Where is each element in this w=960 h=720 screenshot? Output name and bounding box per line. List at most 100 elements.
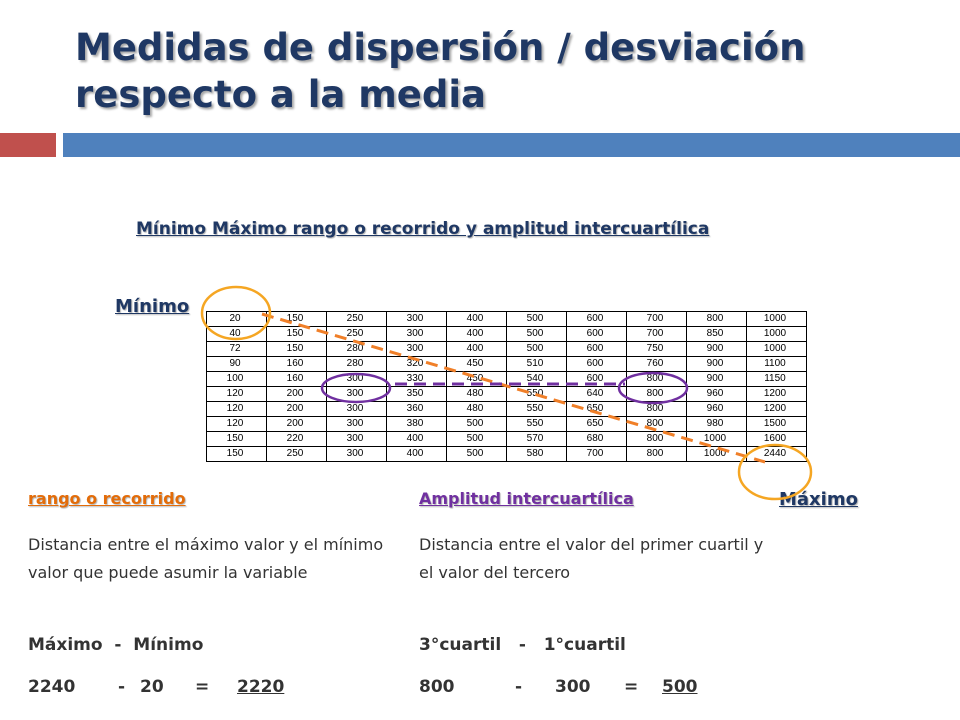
- table-cell: 1200: [746, 386, 807, 402]
- range-calc-equals: =: [195, 677, 210, 697]
- table-cell: 300: [386, 311, 447, 327]
- table-cell: 800: [686, 311, 747, 327]
- table-cell: 900: [686, 371, 747, 387]
- table-cell: 300: [386, 326, 447, 342]
- table-row: 20 150 250 300 400 500 600 700 800 1000: [206, 311, 807, 327]
- table-cell: 350: [386, 386, 447, 402]
- table-cell: 600: [566, 341, 627, 357]
- table-cell: 1200: [746, 401, 807, 417]
- table-cell: 90: [206, 356, 267, 372]
- table-cell: 500: [446, 446, 507, 462]
- iqr-calc-q1: 300: [555, 677, 591, 697]
- table-cell: 1000: [686, 446, 747, 462]
- table-row: 72 150 280 300 400 500 600 750 900 1000: [206, 341, 807, 357]
- table-cell: 500: [506, 311, 567, 327]
- data-table: 20 150 250 300 400 500 600 700 800 1000 40 150 250 30…: [206, 311, 807, 462]
- table-row: 120 200 300 360 480 550 650 800 960 1200: [206, 401, 807, 417]
- table-cell: 1000: [746, 311, 807, 327]
- table-cell: 760: [626, 356, 687, 372]
- iqr-calc-result: 500: [662, 677, 698, 697]
- table-cell: 500: [446, 416, 507, 432]
- table-row: 120 200 300 350 480 550 640 800 960 1200: [206, 386, 807, 402]
- table-cell: 450: [446, 356, 507, 372]
- table-cell: 150: [266, 326, 327, 342]
- table-cell: 500: [506, 341, 567, 357]
- table-cell: 600: [566, 311, 627, 327]
- table-cell: 1600: [746, 431, 807, 447]
- range-calc-min: 20: [140, 677, 164, 697]
- table-cell: 120: [206, 386, 267, 402]
- table-cell: 540: [506, 371, 567, 387]
- table-cell: 380: [386, 416, 447, 432]
- table-cell: 300: [326, 371, 387, 387]
- table-cell: 300: [326, 386, 387, 402]
- range-formula: Máximo - Mínimo: [28, 635, 204, 655]
- maximum-label: Máximo: [779, 489, 858, 510]
- table-cell: 640: [566, 386, 627, 402]
- table-cell: 250: [326, 326, 387, 342]
- slide-title: Medidas de dispersión / desviación respe…: [75, 26, 806, 116]
- table-cell: 400: [446, 341, 507, 357]
- table-cell: 280: [326, 341, 387, 357]
- table-row: 40 150 250 300 400 500 600 700 850 1000: [206, 326, 807, 342]
- table-cell: 300: [326, 416, 387, 432]
- iqr-calc-q3: 800: [419, 677, 455, 697]
- table-cell: 1500: [746, 416, 807, 432]
- table-cell: 160: [266, 356, 327, 372]
- table-cell: 680: [566, 431, 627, 447]
- table-cell: 600: [566, 371, 627, 387]
- table-cell: 72: [206, 341, 267, 357]
- table-cell: 960: [686, 401, 747, 417]
- table-cell: 1000: [746, 326, 807, 342]
- table-cell: 330: [386, 371, 447, 387]
- table-cell: 600: [566, 326, 627, 342]
- table-cell: 960: [686, 386, 747, 402]
- iqr-formula: 3°cuartil - 1°cuartil: [419, 635, 626, 655]
- range-calc-max: 2240: [28, 677, 76, 697]
- table-cell: 220: [266, 431, 327, 447]
- table-cell: 700: [566, 446, 627, 462]
- subtitle: Mínimo Máximo rango o recorrido y amplit…: [136, 219, 710, 239]
- table-cell: 250: [326, 311, 387, 327]
- table-row: 100 160 300 330 450 540 600 800 900 1150: [206, 371, 807, 387]
- table-cell: 750: [626, 341, 687, 357]
- table-cell: 150: [266, 311, 327, 327]
- table-cell: 480: [446, 401, 507, 417]
- table-cell: 20: [206, 311, 267, 327]
- table-cell: 550: [506, 401, 567, 417]
- table-cell: 800: [626, 431, 687, 447]
- table-cell: 850: [686, 326, 747, 342]
- table-cell: 300: [386, 341, 447, 357]
- table-cell: 800: [626, 386, 687, 402]
- table-row: 150 250 300 400 500 580 700 800 1000 2440: [206, 446, 807, 462]
- iqr-heading: Amplitud intercuartílica: [419, 489, 634, 508]
- table-cell: 700: [626, 326, 687, 342]
- iqr-calc-minus: -: [515, 677, 523, 697]
- table-cell: 500: [506, 326, 567, 342]
- range-heading: rango o recorrido: [28, 489, 186, 508]
- iqr-calc-equals: =: [624, 677, 639, 697]
- table-cell: 300: [326, 431, 387, 447]
- table-cell: 120: [206, 401, 267, 417]
- table-cell: 980: [686, 416, 747, 432]
- table-cell: 320: [386, 356, 447, 372]
- table-cell: 1000: [746, 341, 807, 357]
- table-cell: 510: [506, 356, 567, 372]
- table-cell: 150: [266, 341, 327, 357]
- table-cell: 800: [626, 371, 687, 387]
- table-cell: 650: [566, 416, 627, 432]
- table-cell: 400: [446, 326, 507, 342]
- table-cell: 500: [446, 431, 507, 447]
- table-cell: 600: [566, 356, 627, 372]
- table-cell: 550: [506, 386, 567, 402]
- table-cell: 250: [266, 446, 327, 462]
- table-cell: 300: [326, 401, 387, 417]
- table-cell: 800: [626, 416, 687, 432]
- table-cell: 800: [626, 401, 687, 417]
- title-accent-red: [0, 133, 56, 157]
- table-cell: 550: [506, 416, 567, 432]
- table-cell: 150: [206, 431, 267, 447]
- table-row: 90 160 280 320 450 510 600 760 900 1100: [206, 356, 807, 372]
- table-cell: 450: [446, 371, 507, 387]
- table-cell: 2440: [746, 446, 807, 462]
